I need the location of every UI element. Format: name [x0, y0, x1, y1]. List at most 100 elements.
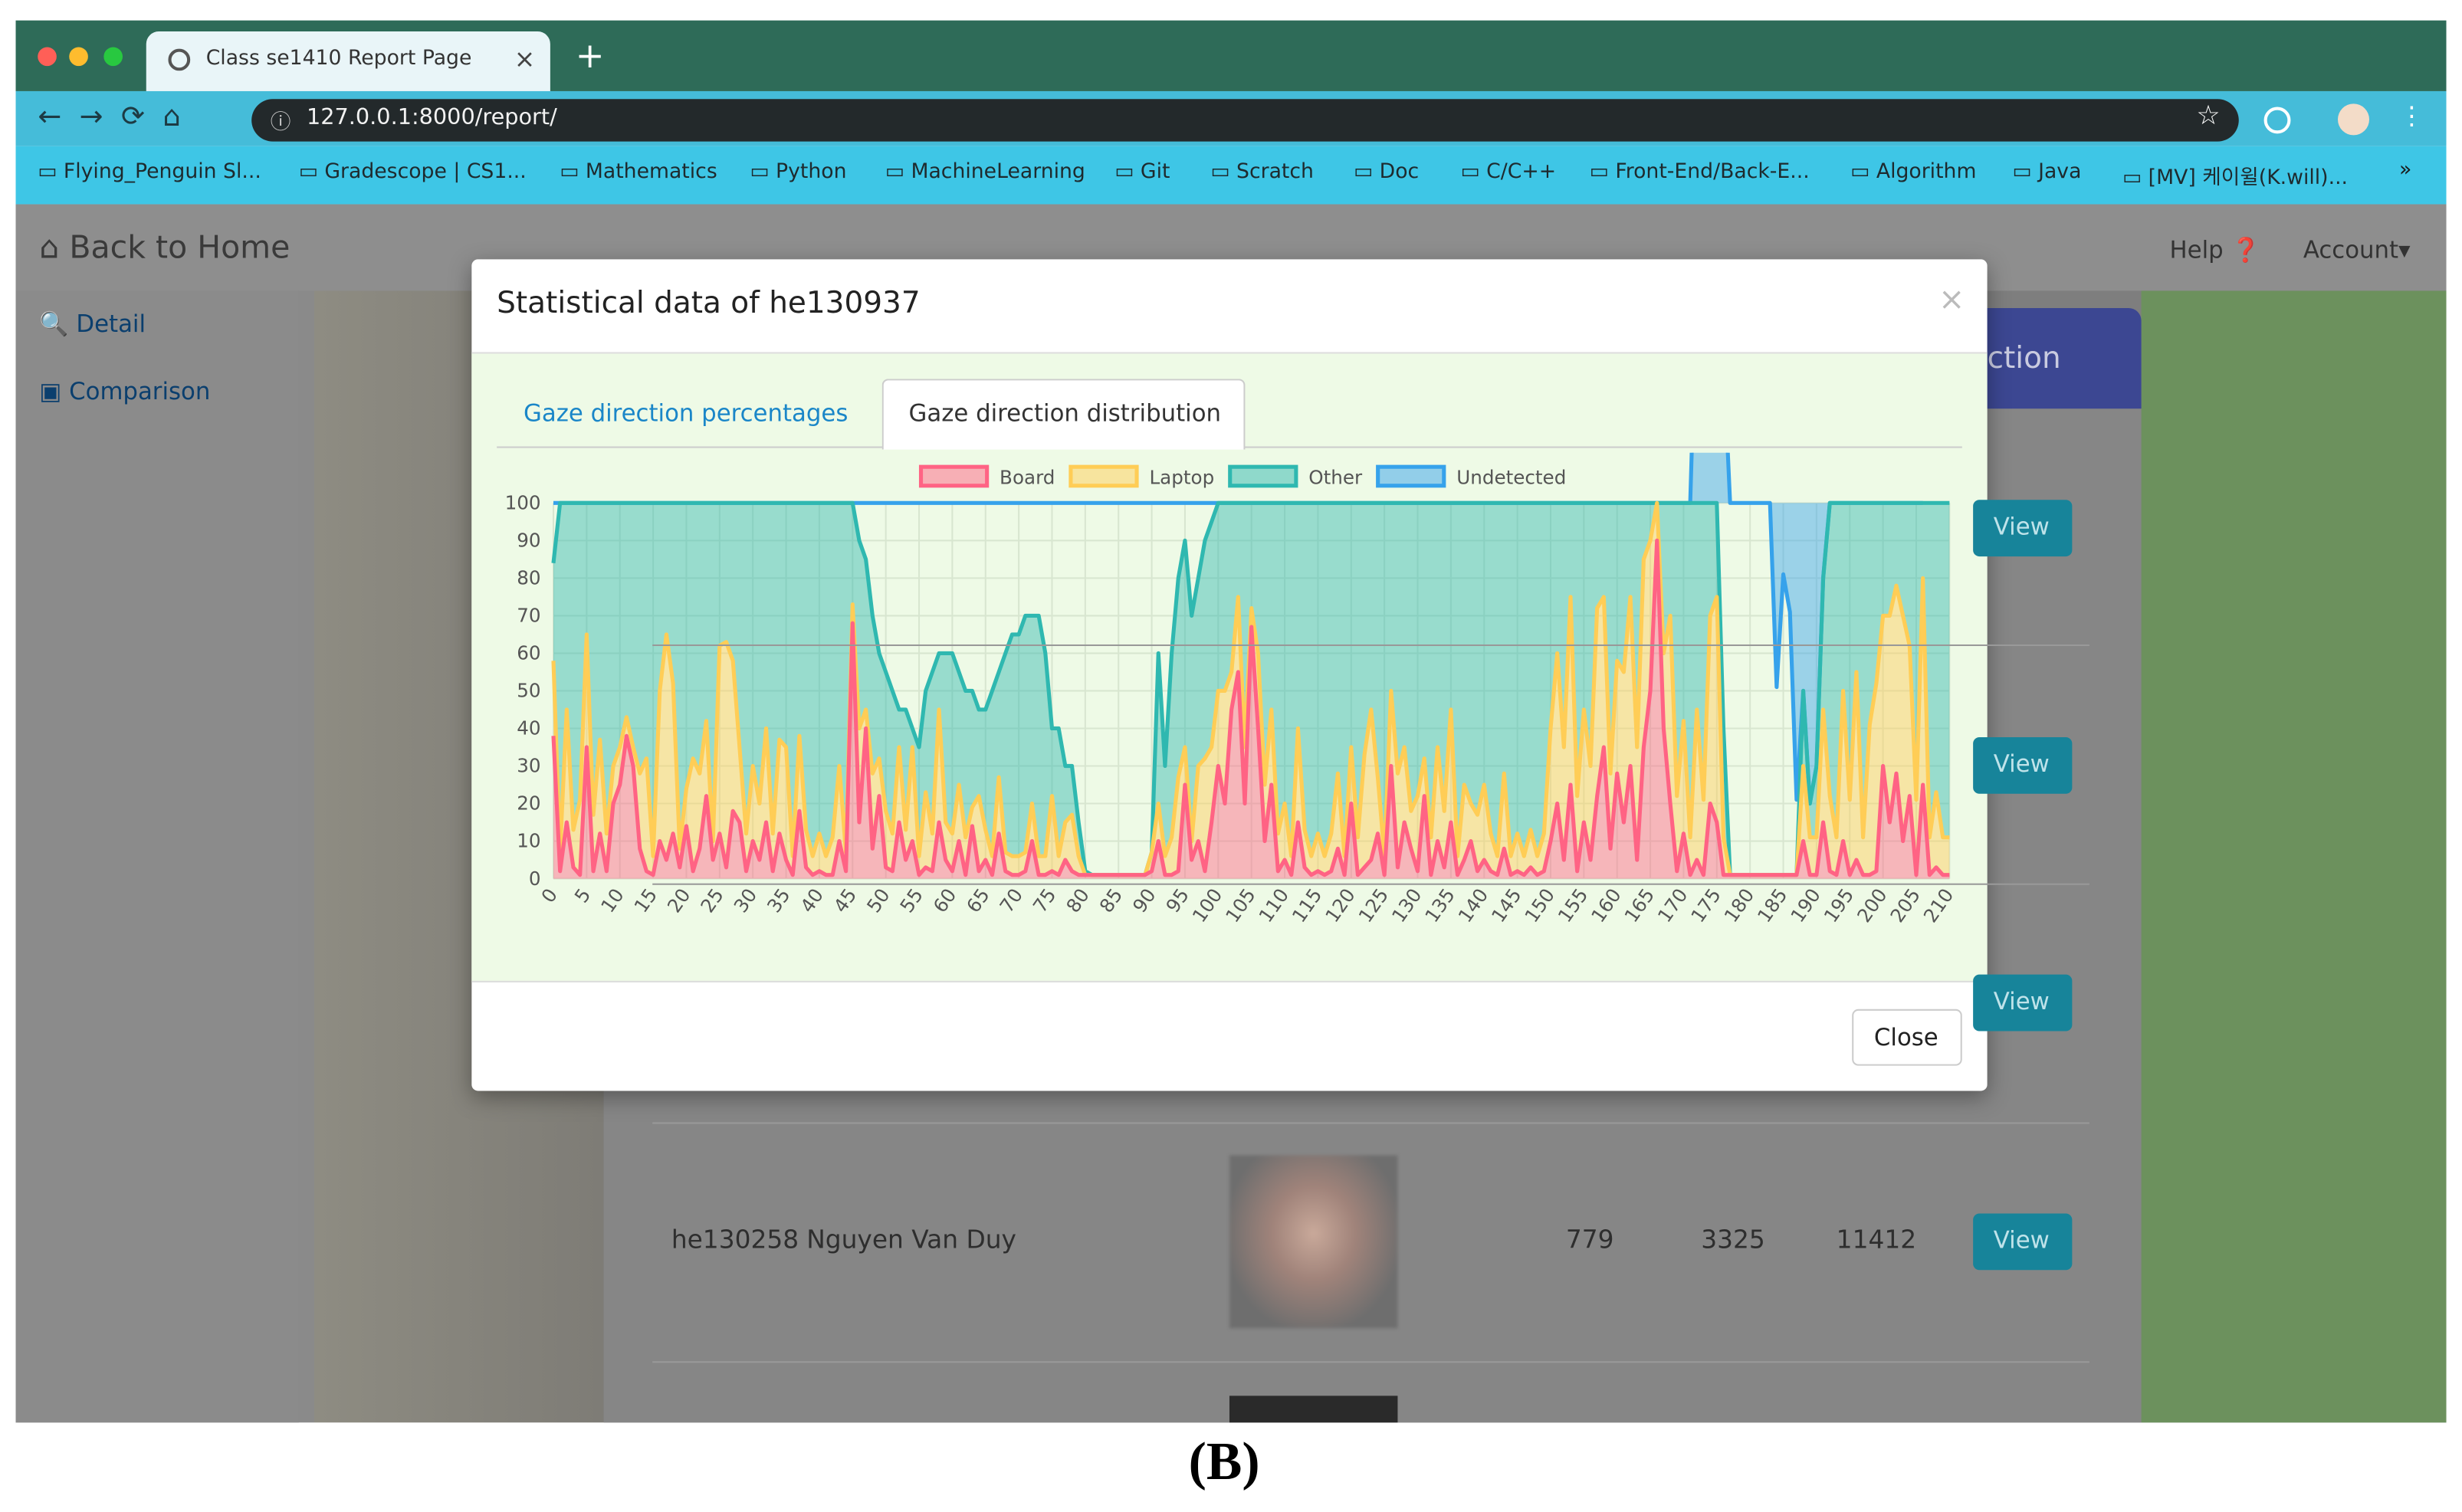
x-tick-label: 115 [1288, 884, 1327, 927]
x-tick-label: 45 [829, 884, 862, 917]
bookmark[interactable]: ▭ Git [1114, 160, 1170, 184]
x-tick-label: 70 [995, 884, 1027, 917]
x-tick-label: 50 [862, 884, 895, 917]
x-tick-label: 10 [596, 884, 629, 917]
x-tick-label: 80 [1062, 884, 1094, 917]
legend: Board Laptop Other Undetected [918, 464, 1566, 489]
x-tick-label: 120 [1321, 884, 1360, 927]
bookmark-text: Python [776, 160, 847, 184]
x-tick-label: 90 [1128, 884, 1160, 917]
x-tick-label: 145 [1487, 884, 1526, 927]
tab-percentages[interactable]: Gaze direction percentages [524, 398, 849, 428]
bookmark-text: Mathematics [585, 160, 717, 184]
bookmark[interactable]: ▭ Doc [1353, 160, 1420, 184]
y-tick-label: 70 [517, 605, 540, 627]
bookmark[interactable]: ▭ Flying_Penguin Sl... [38, 160, 261, 184]
bookmark-text: Git [1140, 160, 1170, 184]
x-tick-label: 25 [696, 884, 728, 917]
extension-icon[interactable] [2263, 107, 2291, 134]
y-tick-label: 30 [517, 755, 540, 777]
x-tick-label: 40 [796, 884, 828, 917]
x-tick-label: 75 [1029, 884, 1061, 917]
more-bookmarks[interactable]: » [2398, 159, 2412, 182]
x-tick-label: 150 [1520, 884, 1559, 927]
legend-swatch [1376, 464, 1446, 488]
minimize-dot[interactable] [69, 47, 88, 67]
row-separator [652, 1361, 2089, 1363]
close-button[interactable] [1852, 1009, 1962, 1066]
bookmark[interactable]: ▭ Algorithm [1850, 160, 1977, 184]
x-tick-label: 55 [895, 884, 927, 917]
x-tick-label: 35 [763, 884, 795, 917]
x-tick-label: 140 [1454, 884, 1493, 927]
home-text: Back to Home [69, 228, 291, 266]
x-tick-label: 5 [570, 884, 596, 907]
modal-title: Statistical data of he130937 [497, 286, 921, 321]
close-button-text: Close [1873, 1023, 1938, 1052]
row-separator [652, 883, 2089, 885]
tab-close[interactable]: × [514, 44, 536, 74]
line [551, 500, 1950, 877]
student-id: he130258 [671, 1224, 799, 1255]
bookmark[interactable]: ▭ Front-End/Back-E... [1589, 160, 1810, 184]
address-bar[interactable] [251, 99, 2239, 142]
x-tick-label: 205 [1886, 884, 1925, 927]
bookmark[interactable]: ▭ Java [2012, 160, 2082, 184]
bookmark[interactable]: ▭ Gradescope | CS1... [298, 160, 527, 184]
x-tick-label: 65 [962, 884, 994, 917]
bookmark[interactable]: ▭ MachineLearning [885, 160, 1085, 184]
view-button[interactable] [1973, 974, 2073, 1032]
comparison-link[interactable]: ▣ Comparison [39, 377, 211, 406]
modal-body [471, 352, 1988, 982]
legend-label: Board [1000, 467, 1055, 489]
browser-tab[interactable] [146, 31, 550, 91]
y-tick-label: 40 [517, 717, 540, 740]
y-tick-label: 0 [529, 868, 541, 890]
view-button[interactable] [1973, 736, 2073, 794]
bookmark[interactable]: ▭ C/C++ [1460, 160, 1557, 184]
x-tick-label: 125 [1354, 884, 1393, 927]
stat-cell: 11412 [1836, 1224, 1917, 1255]
legend-swatch [1069, 464, 1139, 488]
new-tab[interactable]: + [575, 38, 605, 77]
help-link[interactable]: Help ❓ [2169, 235, 2260, 264]
view-button[interactable] [1973, 1213, 2073, 1271]
legend-swatch [1228, 464, 1298, 488]
close-dot[interactable] [38, 47, 57, 67]
area [553, 540, 1950, 879]
account-link[interactable]: Account▾ [2303, 235, 2411, 264]
bookmark[interactable]: ▭ Scratch [1210, 160, 1314, 184]
x-tick-label: 110 [1254, 884, 1293, 927]
bookmark-text: Scratch [1236, 160, 1314, 184]
nav-buttons[interactable]: ← → ⟳ ⌂ [38, 100, 181, 134]
y-tick-label: 50 [517, 680, 540, 702]
home-link[interactable]: ⌂ Back to Home [39, 228, 291, 266]
legend-label: Undetected [1456, 467, 1566, 489]
bookmark-text: Flying_Penguin Sl... [63, 160, 261, 184]
info-icon: ⓘ [270, 111, 291, 136]
x-tick-label: 210 [1919, 884, 1958, 927]
menu-icon[interactable]: ⋮ [2398, 100, 2424, 131]
view-button[interactable] [1973, 500, 2073, 557]
bookmark-text: MachineLearning [911, 160, 1085, 184]
x-tick-label: 135 [1420, 884, 1459, 927]
bookmark-text: Front-End/Back-E... [1615, 160, 1810, 184]
profile-icon[interactable] [2337, 103, 2370, 136]
bookmark[interactable]: ▭ Python [750, 160, 847, 184]
maximize-dot[interactable] [103, 47, 123, 67]
x-tick-label: 0 [537, 884, 562, 907]
tab-distribution[interactable]: Gaze direction distribution [908, 398, 1222, 428]
x-tick-label: 100 [1188, 884, 1227, 927]
detail-link[interactable]: 🔍 Detail [39, 310, 146, 338]
bookmark[interactable]: ▭ Mathematics [560, 160, 717, 184]
modal-close-x[interactable]: × [1938, 280, 1965, 318]
y-tick-label: 60 [517, 642, 540, 664]
tab-active[interactable] [881, 379, 1246, 450]
student-photo [1229, 1396, 1398, 1423]
x-tick-label: 175 [1686, 884, 1725, 927]
star-icon[interactable]: ☆ [2196, 100, 2221, 133]
bookmark[interactable]: ▭ [MV] 케이윌(K.will)... [2122, 166, 2349, 191]
x-tick-label: 185 [1753, 884, 1792, 927]
x-tick-label: 85 [1095, 884, 1128, 917]
